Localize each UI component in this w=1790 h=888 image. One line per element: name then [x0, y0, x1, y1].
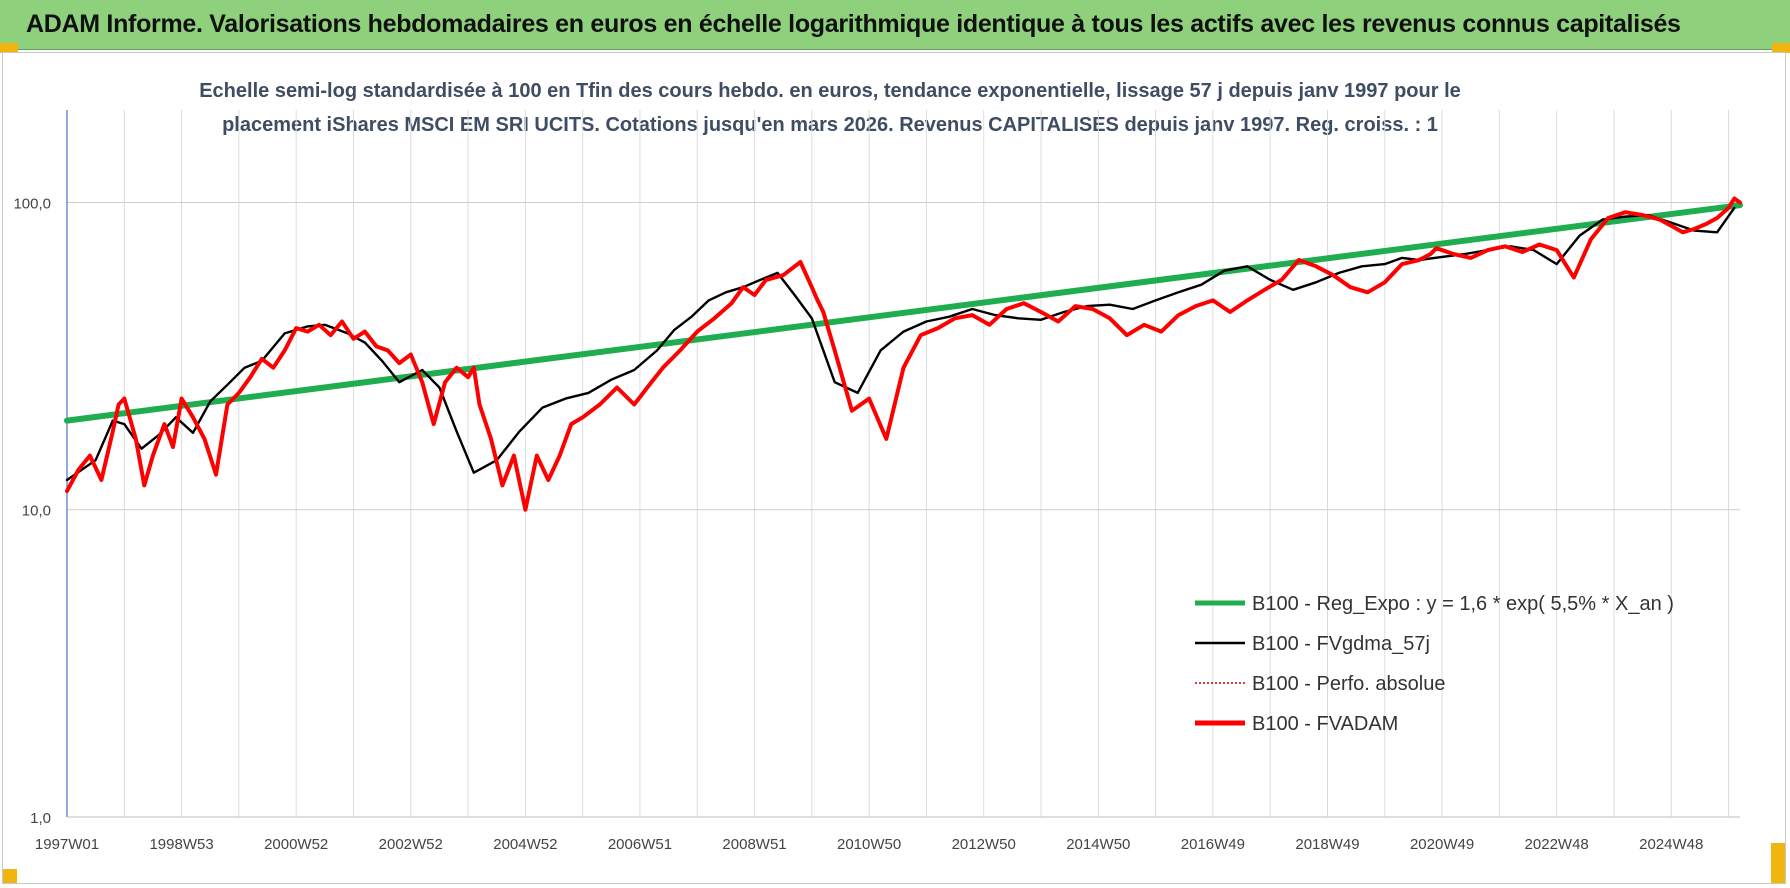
corner-marker	[0, 43, 18, 53]
x-tick-label: 2024W48	[1639, 836, 1703, 853]
x-tick-label: 1997W01	[35, 836, 99, 853]
series-line-fvadam	[65, 196, 1742, 512]
legend-label: B100 - Reg_Expo : y = 1,6 * exp( 5,5% * …	[1252, 593, 1674, 615]
x-tick-label: 2010W50	[837, 836, 901, 853]
page-title: ADAM Informe. Valorisations hebdomadaire…	[26, 10, 1681, 38]
x-tick-label: 2018W49	[1295, 836, 1359, 853]
y-tick-label: 1,0	[30, 810, 51, 827]
x-tick-label: 2020W49	[1410, 836, 1474, 853]
corner-marker	[1772, 43, 1790, 53]
grid	[66, 110, 1740, 818]
chart-subtitle: Echelle semi-log standardisée à 100 en T…	[180, 74, 1480, 142]
chart-frame	[2, 52, 1786, 884]
series-line-reg_expo	[64, 202, 1743, 424]
legend-label: B100 - Perfo. absolue	[1252, 673, 1445, 695]
legend: B100 - Reg_Expo : y = 1,6 * exp( 5,5% * …	[1195, 593, 1674, 735]
y-tick-label: 100,0	[13, 195, 51, 212]
x-tick-label: 2012W50	[952, 836, 1016, 853]
x-tick-label: 2002W52	[379, 836, 443, 853]
title-bar: ADAM Informe. Valorisations hebdomadaire…	[0, 0, 1790, 53]
x-tick-label: 2022W48	[1525, 836, 1589, 853]
series-group	[64, 196, 1743, 512]
series-line-fvgdma	[65, 206, 1736, 482]
corner-marker	[1771, 843, 1785, 883]
x-tick-label: 2000W52	[264, 836, 328, 853]
corner-marker	[3, 869, 17, 883]
x-tick-label: 2004W52	[493, 836, 557, 853]
axes: 1,0 10,0 100,0 1997W01 1998W53 2000W52 2002W52…	[13, 110, 1740, 853]
legend-label: B100 - FVADAM	[1252, 713, 1398, 735]
x-tick-label: 2008W51	[722, 836, 786, 853]
x-tick-label: 2014W50	[1066, 836, 1130, 853]
x-tick-label: 2006W51	[608, 836, 672, 853]
chart-subtitle-line-2: placement iShares MSCI EM SRI UCITS. Cot…	[222, 114, 1438, 136]
chart-subtitle-line-1: Echelle semi-log standardisée à 100 en T…	[199, 80, 1461, 102]
x-tick-label: 2016W49	[1181, 836, 1245, 853]
x-tick-label: 1998W53	[149, 836, 213, 853]
legend-label: B100 - FVgdma_57j	[1252, 633, 1430, 655]
y-tick-label: 10,0	[22, 503, 51, 520]
